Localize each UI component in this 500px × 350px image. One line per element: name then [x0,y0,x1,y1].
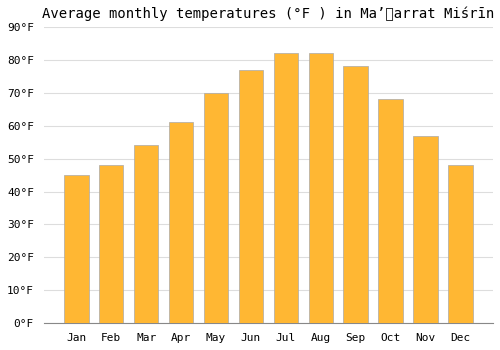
Bar [169,122,194,323]
Bar [238,70,263,323]
Bar [134,145,158,323]
Bar [344,66,368,323]
Bar [274,53,298,323]
Title: Average monthly temperatures (°F ) in Ma’​arrat Miśrīn: Average monthly temperatures (°F ) in Ma… [42,7,494,21]
Bar [99,165,124,323]
Bar [64,175,88,323]
Bar [448,165,472,323]
Bar [204,93,228,323]
Bar [308,53,333,323]
Bar [378,99,403,323]
Bar [414,135,438,323]
